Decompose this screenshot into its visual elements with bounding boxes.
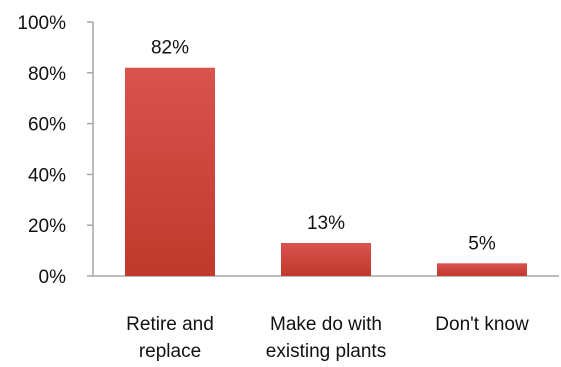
bar [437, 263, 527, 276]
data-label: 13% [307, 213, 345, 234]
y-tick-label: 0% [39, 267, 67, 288]
category-label: Don't know [435, 314, 529, 335]
data-labels: 82% 13% 5% [151, 38, 496, 255]
category-label: Retire and [126, 314, 214, 335]
bar [281, 242, 371, 276]
y-tick-label: 60% [28, 115, 66, 136]
y-tick-label: 100% [17, 13, 66, 34]
category-label: Make do with [270, 314, 382, 335]
bars [125, 67, 527, 276]
y-tick-label: 80% [28, 64, 66, 85]
category-label: existing plants [266, 341, 386, 362]
y-axis: 0% 20% 40% 60% 80% 100% [17, 13, 94, 288]
y-tick-label: 40% [28, 165, 66, 186]
category-labels: Retire and replace Make do with existing pl… [126, 314, 529, 362]
category-label: replace [139, 341, 201, 362]
data-label: 5% [468, 233, 496, 254]
data-label: 82% [151, 38, 189, 59]
y-tick-label: 20% [28, 216, 66, 237]
bar [125, 67, 215, 276]
